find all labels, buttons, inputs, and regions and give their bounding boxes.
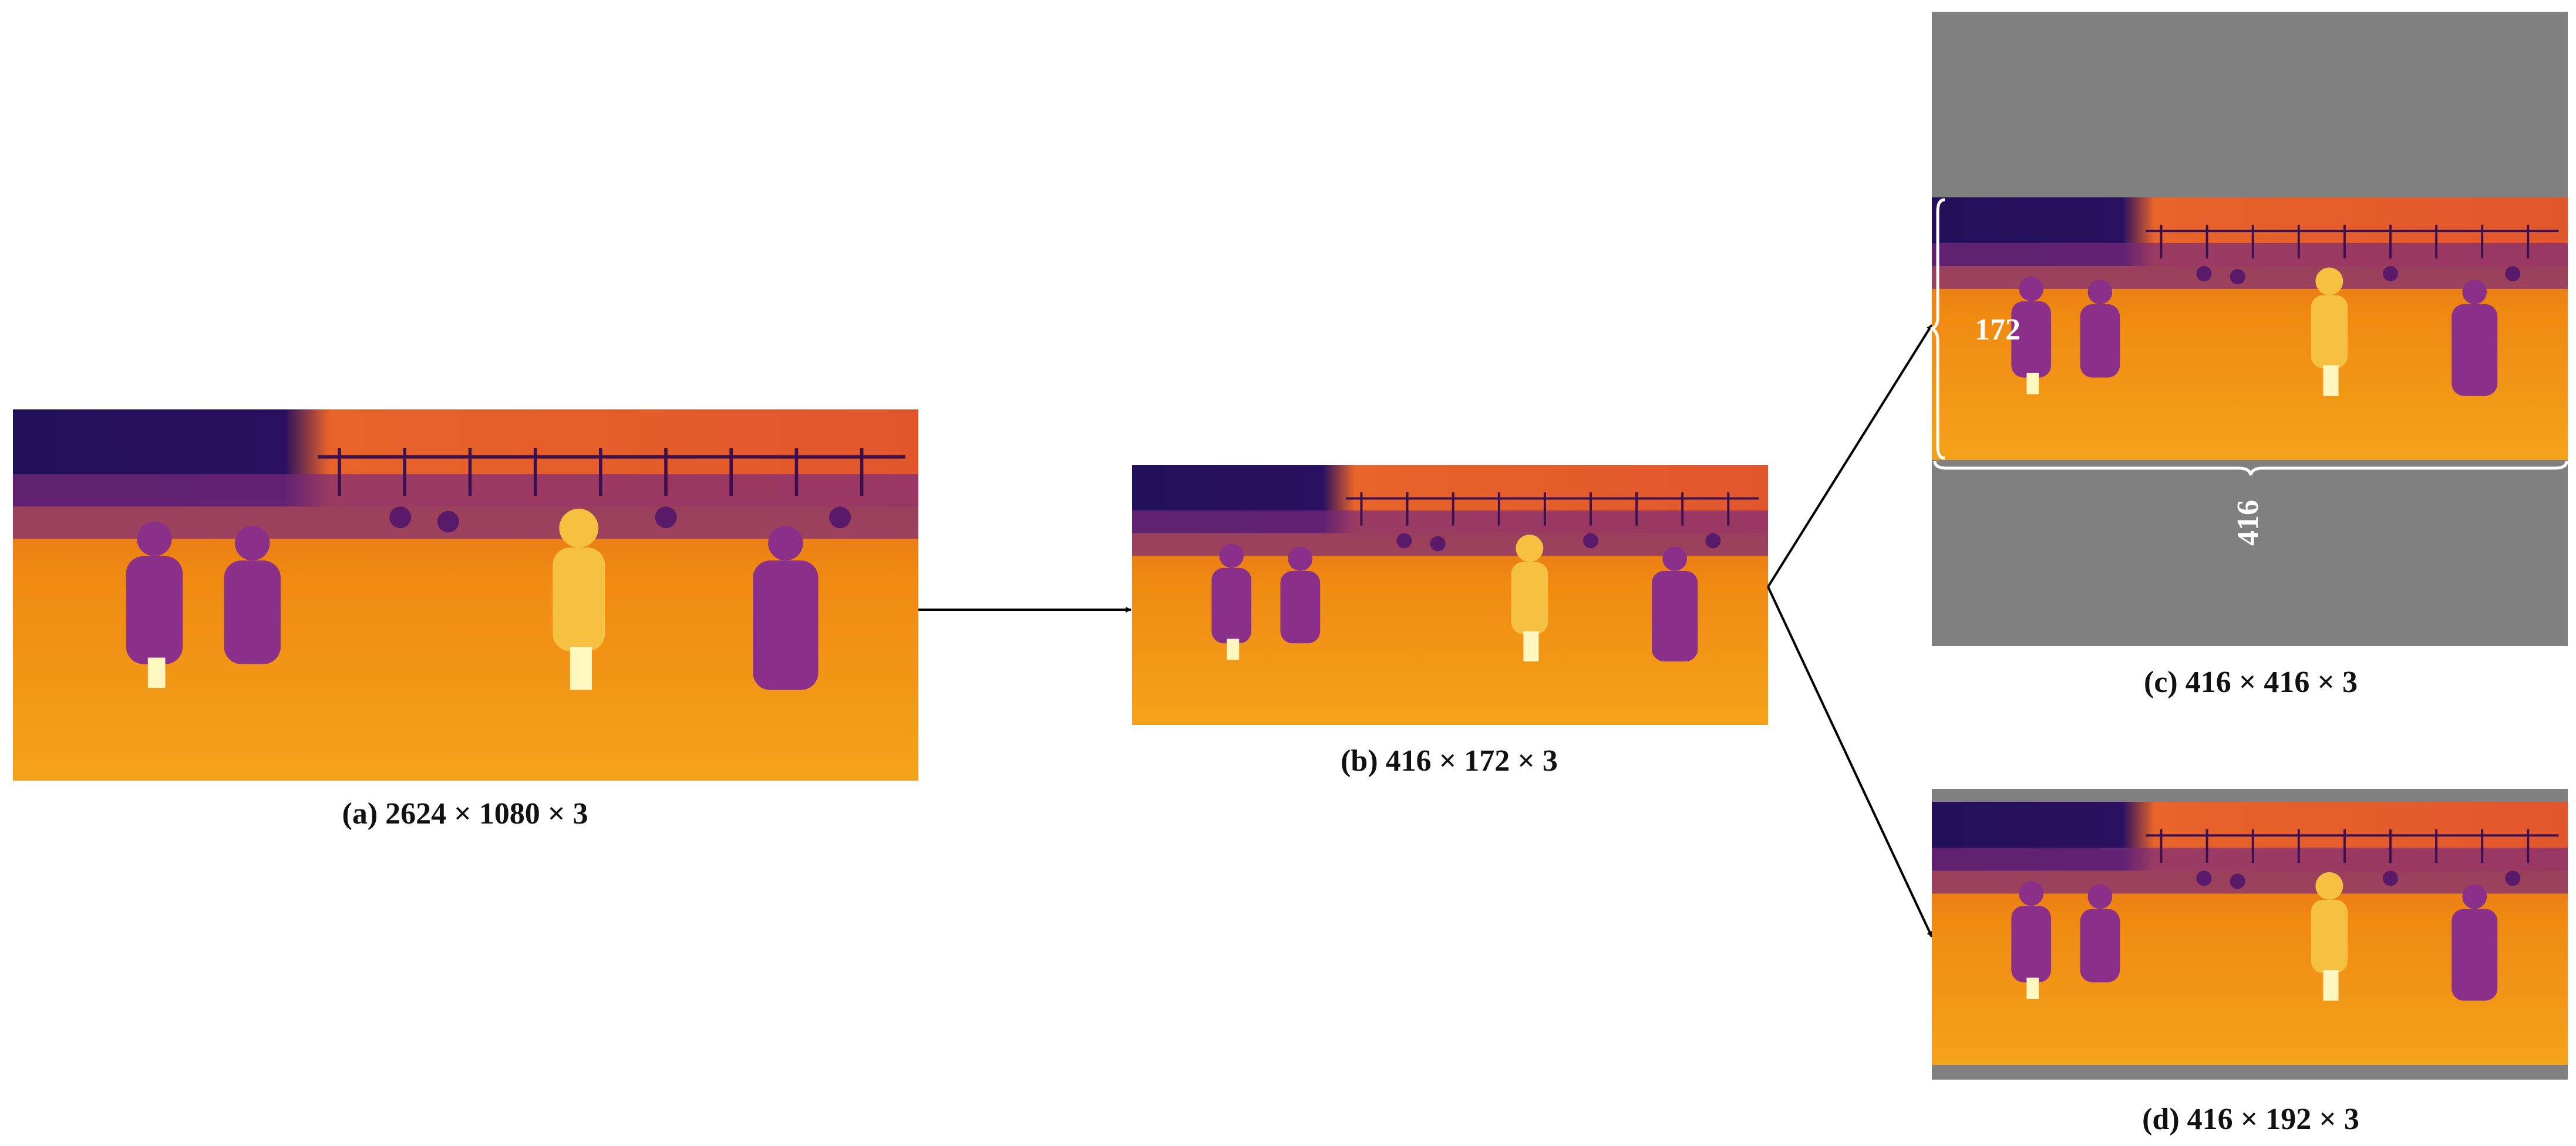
- arrow: [1767, 324, 1933, 588]
- caption-d: (d) 416 × 192 × 3: [2142, 1103, 2359, 1136]
- caption-b: (b) 416 × 172 × 3: [1341, 744, 1558, 778]
- arrow: [1767, 586, 1933, 937]
- image-b: [1132, 465, 1768, 725]
- image-d: [1932, 802, 2568, 1065]
- brace: [1930, 198, 1945, 460]
- caption-c: (c) 416 × 416 × 3: [2144, 666, 2358, 699]
- caption-a: (a) 2624 × 1080 × 3: [342, 797, 588, 831]
- image-a: [13, 409, 918, 781]
- brace: [1933, 461, 2568, 476]
- image-c: [1932, 197, 2568, 460]
- height-label: 172: [1975, 313, 2021, 347]
- width-label: 416: [2231, 500, 2265, 546]
